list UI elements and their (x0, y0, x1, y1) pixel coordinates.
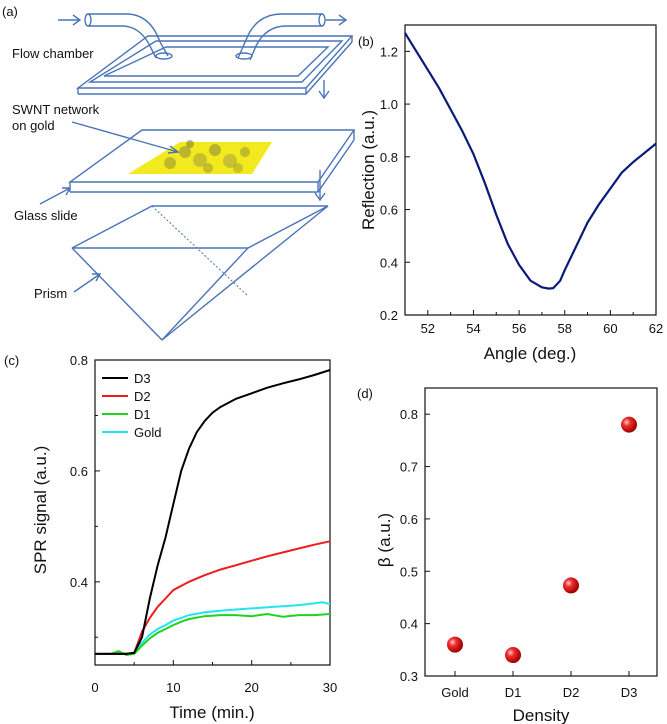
x-tick-label: 62 (649, 321, 663, 336)
y-tick-label: 0.5 (400, 564, 418, 579)
inlet-tube (84, 13, 169, 59)
y-tick-label: 0.4 (70, 575, 88, 590)
y-tick-label: 0.8 (70, 353, 88, 368)
legend-label-d1: D1 (134, 407, 151, 422)
x-tick-label: D3 (621, 685, 638, 700)
series-line-d2 (95, 540, 331, 655)
y-axis-title: β (a.u.) (375, 513, 394, 567)
outlet-arrow (326, 14, 348, 26)
x-tick-label: 58 (557, 321, 571, 336)
y-tick-label: 0.4 (400, 617, 418, 632)
legend-label-gold: Gold (134, 425, 161, 440)
data-point-d1 (505, 647, 521, 664)
outlet-tube (237, 13, 326, 61)
y-tick-label: 0.6 (70, 464, 88, 479)
panel-label-d: (d) (357, 386, 373, 401)
label-glass-slide: Glass slide (14, 208, 78, 223)
prism (71, 205, 329, 341)
data-point-d3 (621, 416, 637, 433)
x-tick-label: Gold (441, 685, 468, 700)
plot-frame (94, 359, 331, 666)
x-axis-title: Density (513, 706, 570, 724)
panel-label-a: (a) (2, 4, 18, 19)
y-tick-label: 0.6 (380, 203, 398, 218)
chart-reflection-vs-angle: 52 54 56 58 60 62 0.2 0.4 0.6 0.8 1.0 1.2 Angle (de… (359, 24, 663, 363)
down-arrow-1 (318, 80, 330, 100)
label-prism: Prism (34, 286, 67, 301)
series-line-reflection (404, 32, 657, 290)
y-tick-label: 0.6 (400, 512, 418, 527)
y-axis-title: SPR signal (a.u.) (31, 446, 50, 575)
glass-slide (67, 129, 356, 193)
flow-chamber (75, 35, 354, 95)
series-line-d1 (95, 612, 331, 657)
down-arrow-2 (314, 170, 326, 202)
series-line-gold (95, 601, 331, 655)
y-tick-label: 0.3 (400, 669, 418, 684)
plot-frame (404, 24, 657, 316)
data-point-gold (447, 636, 463, 653)
glass-slide-pointer (39, 187, 72, 205)
chart-beta-vs-density: Gold D1 D2 D3 0.3 0.4 0.5 0.6 0.7 0.8 Density β (… (375, 387, 658, 724)
swnt-pointer (71, 121, 180, 154)
x-tick-label: 20 (244, 680, 258, 695)
legend-label-d2: D2 (134, 389, 151, 404)
x-tick-label: 54 (466, 321, 480, 336)
x-tick-label: 56 (512, 321, 526, 336)
panel-label-b: (b) (358, 34, 374, 49)
x-tick-label: 60 (603, 321, 617, 336)
x-tick-label: 52 (421, 321, 435, 336)
y-tick-label: 0.4 (380, 255, 398, 270)
data-point-d2 (563, 577, 579, 594)
label-flow-chamber: Flow chamber (12, 46, 94, 61)
y-tick-label: 1.0 (380, 97, 398, 112)
legend: D3 D2 D1 Gold (102, 371, 161, 440)
x-tick-label: D2 (563, 685, 580, 700)
label-swnt-network-2: on gold (12, 118, 55, 133)
y-axis-title: Reflection (a.u.) (359, 110, 378, 230)
plot-frame (424, 387, 658, 677)
y-tick-label: 1.2 (380, 44, 398, 59)
legend-label-d3: D3 (134, 371, 151, 386)
y-tick-label: 0.7 (400, 460, 418, 475)
x-tick-label: 10 (166, 680, 180, 695)
inlet-arrow (58, 14, 82, 26)
x-axis-title: Angle (deg.) (484, 344, 577, 363)
spr-setup-schematic: Flow chamber SWNT network on gold (12, 13, 356, 341)
panel-label-c: (c) (4, 353, 19, 368)
swnt-network-on-gold (128, 140, 272, 174)
x-tick-label: 0 (91, 680, 98, 695)
series-line-d3 (95, 369, 331, 655)
y-tick-label: 0.8 (400, 407, 418, 422)
y-tick-label: 0.2 (380, 308, 398, 323)
prism-pointer (73, 273, 102, 293)
label-swnt-network-1: SWNT network (12, 102, 100, 117)
x-tick-label: 30 (323, 680, 337, 695)
x-tick-label: D1 (505, 685, 522, 700)
x-axis-title: Time (min.) (169, 703, 254, 722)
y-tick-label: 0.8 (380, 150, 398, 165)
